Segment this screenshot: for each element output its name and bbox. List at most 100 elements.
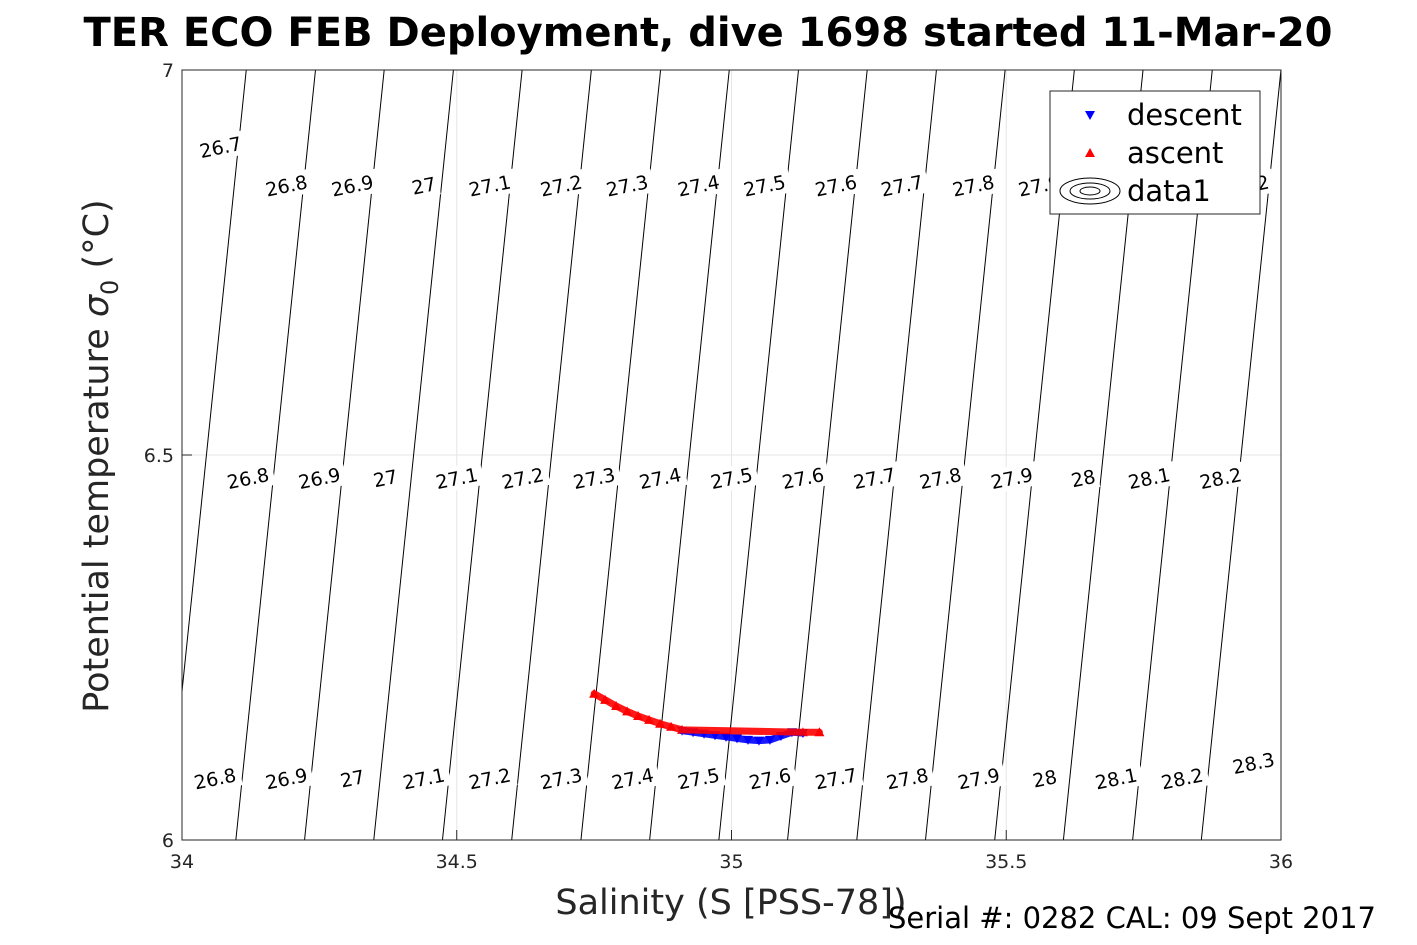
density-contour-line (235, 70, 316, 840)
contour-label-bg (1192, 461, 1249, 496)
contour-label: 26.7 (192, 130, 249, 164)
y-axis-ticks: 66.57 (144, 60, 192, 852)
contour-label-bg (742, 761, 798, 796)
density-contour-line (856, 70, 937, 840)
contour-label: 26.8 (258, 168, 315, 203)
contour-label-text: 27 (410, 173, 438, 199)
x-tick-label: 35 (719, 851, 743, 873)
contour-label-bg (1225, 746, 1282, 780)
contour-label: 28.2 (1154, 761, 1210, 796)
x-tick-label: 34.5 (436, 851, 478, 873)
ascent-trace (590, 690, 823, 736)
contour-label-bg (945, 168, 1002, 203)
contour-labels: 26.726.8 26.9 27 27.1 27.2 27.3 27.4 27.5 27.6 27… (187, 130, 1282, 796)
x-tick-label: 34 (170, 851, 194, 873)
legend: descent ascent data1 (1049, 90, 1261, 215)
x-tick-label: 35.5 (985, 851, 1027, 873)
y-tick-label: 6 (162, 830, 174, 852)
contour-label-bg (808, 761, 864, 796)
contour-label: 28.1 (1121, 461, 1177, 496)
contour-label-text: 28 (1031, 766, 1059, 792)
contour-label-bg (983, 461, 1040, 496)
contour-label-bg (461, 168, 518, 203)
contour-label: 27 (368, 463, 403, 493)
contour-label-text: 27 (339, 766, 367, 792)
contour-label-bg (220, 461, 276, 496)
contour-label-bg (879, 761, 936, 796)
contour-label-bg (187, 761, 243, 796)
contour-label: 26.8 (187, 761, 243, 796)
contour-label-bg (461, 761, 518, 796)
contour-label-bg (1088, 761, 1145, 796)
density-contour-line (924, 70, 1006, 840)
contour-label-bg (950, 761, 1007, 796)
contour-label: 27.4 (632, 461, 688, 496)
contour-label-bg (736, 168, 793, 203)
contour-label-bg (873, 168, 930, 203)
contour-label: 26.8 (220, 461, 276, 496)
x-axis-label: Salinity (S [PSS-78]) (555, 883, 906, 923)
legend-ascent-marker (1085, 148, 1095, 157)
contour-label: 27.1 (461, 168, 518, 203)
density-contour-line (787, 70, 868, 840)
contour-label-bg (368, 463, 403, 493)
contour-label: 27.4 (604, 761, 661, 796)
contour-label-text: 27 (371, 466, 399, 492)
contour-label-bg (599, 168, 655, 203)
contour-label: 27 (335, 763, 370, 794)
legend-ascent-label: ascent (1127, 136, 1223, 170)
contour-label-bg (566, 461, 622, 496)
contour-label-bg (258, 168, 315, 203)
contour-label-bg (494, 461, 551, 496)
density-contour-line (373, 70, 454, 840)
legend-descent-marker (1085, 111, 1095, 120)
y-axis-label-subscript: 0 (96, 280, 124, 295)
contour-label-bg (395, 761, 452, 796)
data-points (589, 688, 825, 746)
contour-label-bg (1121, 461, 1177, 496)
contour-label-bg (192, 130, 249, 164)
density-contour-line (511, 70, 592, 840)
legend-box (1049, 90, 1261, 215)
contour-label: 28.3 (1225, 746, 1282, 780)
serial-cal-footer: Serial #: 0282 CAL: 09 Sept 2017 (888, 901, 1376, 935)
contour-label-bg (703, 461, 760, 496)
contour-label: 27.7 (808, 761, 864, 796)
legend-contour-icon (1059, 177, 1121, 205)
density-contour-line (649, 70, 730, 840)
contour-label-bg (670, 761, 727, 796)
contour-label: 27.6 (742, 761, 798, 796)
contour-label-text: 28 (1069, 466, 1097, 492)
contour-label-bg (632, 461, 688, 496)
contour-label: 27.1 (428, 461, 485, 496)
density-contour-line (580, 70, 662, 840)
contour-label-bg (808, 168, 864, 203)
contour-label-bg (1027, 763, 1062, 794)
y-tick-label: 6.5 (144, 445, 174, 467)
contour-label-bg (533, 761, 590, 796)
contour-label: 27.2 (461, 761, 518, 796)
y-tick-label: 7 (162, 60, 174, 82)
y-axis-label: Potential temperature σ0 (°C) (77, 199, 124, 712)
contour-label-bg (604, 761, 661, 796)
contour-label-bg (428, 461, 485, 496)
legend-data1-label: data1 (1127, 174, 1211, 208)
density-contour-line (441, 70, 523, 840)
contour-label-bg (324, 168, 381, 203)
density-contour-line (1200, 70, 1281, 840)
density-contour-line (182, 70, 247, 697)
contour-label-bg (775, 461, 831, 496)
density-contour-line (718, 70, 799, 840)
chart-title: TER ECO FEB Deployment, dive 1698 starte… (83, 10, 1332, 56)
y-axis-label-unit: (°C) (77, 199, 117, 279)
contour-label: 27.5 (670, 761, 727, 796)
contour-label-bg (258, 761, 315, 796)
contour-label: 26.9 (324, 168, 381, 203)
y-axis-label-sigma: σ (77, 293, 117, 317)
contour-label-bg (1154, 761, 1210, 796)
legend-descent-label: descent (1127, 98, 1242, 132)
contour-label: 28 (1027, 763, 1062, 794)
contour-label-bg (846, 461, 903, 496)
contour-label-bg (335, 763, 370, 794)
x-tick-label: 36 (1269, 851, 1293, 873)
